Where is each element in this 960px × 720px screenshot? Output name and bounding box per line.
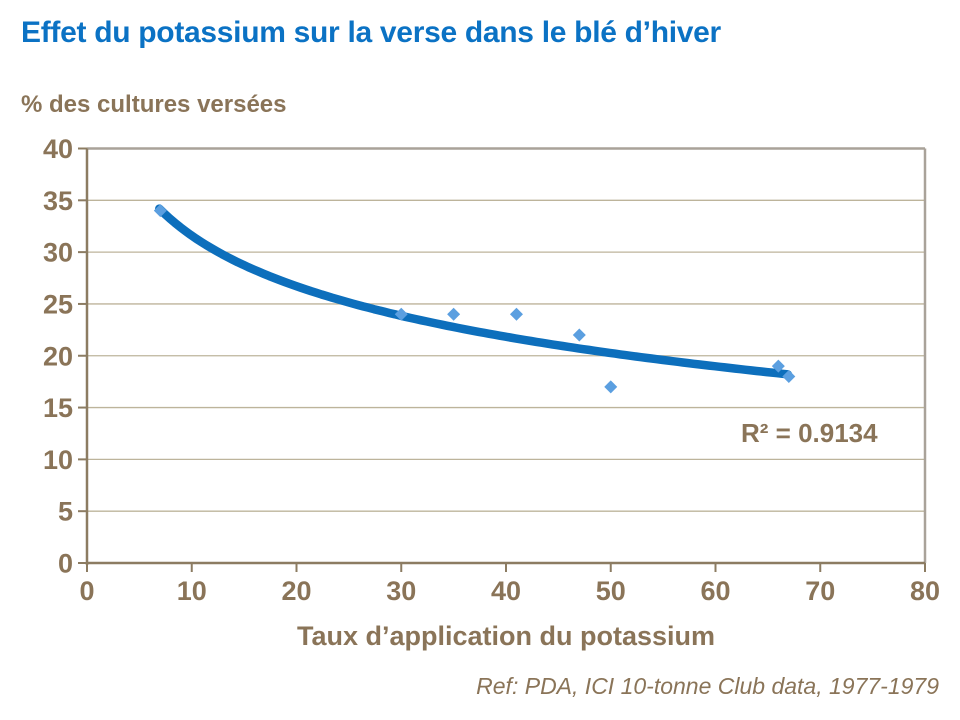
x-tick-label: 80 bbox=[910, 576, 940, 606]
reference-note: Ref: PDA, ICI 10-tonne Club data, 1977-1… bbox=[476, 673, 939, 699]
y-tick-label: 30 bbox=[43, 238, 73, 268]
x-tick-label: 20 bbox=[281, 576, 311, 606]
y-tick-label: 40 bbox=[43, 134, 73, 164]
data-point-marker bbox=[782, 369, 796, 383]
x-tick-label: 0 bbox=[79, 576, 94, 606]
data-point-marker bbox=[509, 307, 523, 321]
y-tick-label: 10 bbox=[43, 445, 73, 475]
data-point-marker bbox=[604, 380, 618, 394]
x-tick-label: 60 bbox=[700, 576, 730, 606]
x-tick-label: 30 bbox=[386, 576, 416, 606]
x-tick-label: 40 bbox=[491, 576, 521, 606]
data-point-marker bbox=[394, 307, 408, 321]
x-tick-label: 50 bbox=[596, 576, 626, 606]
y-tick-label: 0 bbox=[58, 549, 73, 579]
r-squared-annotation: R² = 0.9134 bbox=[741, 418, 878, 448]
y-tick-label: 15 bbox=[43, 393, 73, 423]
y-tick-label: 20 bbox=[43, 341, 73, 371]
y-tick-label: 35 bbox=[43, 186, 73, 216]
x-axis-title: Taux d’application du potassium bbox=[296, 621, 716, 651]
trend-line bbox=[155, 204, 793, 379]
y-axis-title: % des cultures versées bbox=[21, 91, 287, 118]
y-tick-label: 25 bbox=[43, 289, 73, 319]
data-point-marker bbox=[153, 204, 167, 218]
chart-title: Effet du potassium sur la verse dans le … bbox=[21, 16, 721, 49]
data-point-marker bbox=[447, 307, 461, 321]
x-tick-label: 10 bbox=[177, 576, 207, 606]
y-tick-label: 5 bbox=[58, 497, 73, 527]
data-point-marker bbox=[572, 328, 586, 342]
data-point-marker bbox=[771, 359, 785, 373]
x-tick-label: 70 bbox=[805, 576, 835, 606]
